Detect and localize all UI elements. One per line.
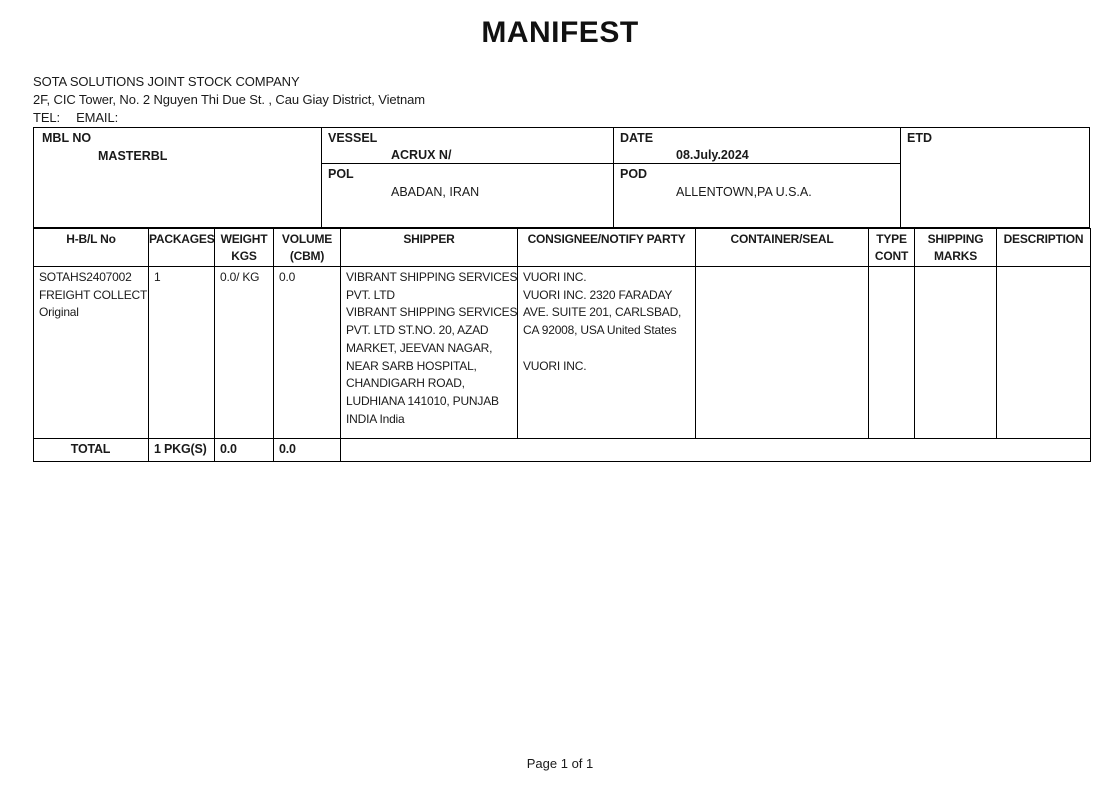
- manifest-table: H-B/L No PACKAGES WEIGHT KGS VOLUME (CBM…: [33, 228, 1091, 462]
- page-number: Page 1 of 1: [526, 756, 594, 771]
- col-header-weight: WEIGHT KGS: [214, 228, 274, 267]
- col-header-shipping-marks: SHIPPING MARKS: [914, 228, 997, 267]
- cell-hbl: SOTAHS2407002 FREIGHT COLLECT Original: [33, 266, 149, 439]
- company-block: SOTA SOLUTIONS JOINT STOCK COMPANY 2F, C…: [33, 73, 425, 127]
- date-label: DATE: [620, 131, 654, 145]
- vessel-label: VESSEL: [328, 131, 378, 145]
- col-header-consignee: CONSIGNEE/NOTIFY PARTY: [517, 228, 696, 267]
- divider-vessel-date: [613, 128, 614, 227]
- pod-label: POD: [620, 167, 648, 181]
- divider-vessel-pol: [321, 163, 900, 164]
- etd-label: ETD: [907, 131, 932, 145]
- vessel-value: ACRUX N/: [391, 148, 452, 162]
- cell-shipper: VIBRANT SHIPPING SERVICES PVT. LTD VIBRA…: [340, 266, 518, 439]
- mbl-value: MASTERBL: [98, 149, 168, 163]
- total-empty: [340, 438, 1091, 462]
- total-weight: 0.0: [214, 438, 274, 462]
- cell-type-cont: [868, 266, 915, 439]
- divider-date-etd: [900, 128, 901, 227]
- cell-volume: 0.0: [273, 266, 341, 439]
- table-header-row: H-B/L No PACKAGES WEIGHT KGS VOLUME (CBM…: [33, 228, 1091, 267]
- col-header-container-seal: CONTAINER/SEAL: [695, 228, 869, 267]
- table-row: SOTAHS2407002 FREIGHT COLLECT Original 1…: [33, 266, 1091, 439]
- pol-label: POL: [328, 167, 354, 181]
- col-header-packages: PACKAGES: [148, 228, 215, 267]
- pod-value: ALLENTOWN,PA U.S.A.: [676, 185, 812, 199]
- divider-mbl-vessel: [321, 128, 322, 227]
- col-header-hbl: H-B/L No: [33, 228, 149, 267]
- col-header-type-cont: TYPE CONT: [868, 228, 915, 267]
- col-header-description: DESCRIPTION: [996, 228, 1091, 267]
- shipment-header-box: MBL NO MASTERBL VESSEL ACRUX N/ DATE 08.…: [33, 127, 1090, 228]
- cell-shipping-marks: [914, 266, 997, 439]
- company-address: 2F, CIC Tower, No. 2 Nguyen Thi Due St. …: [33, 92, 426, 107]
- pol-value: ABADAN, IRAN: [391, 185, 480, 199]
- total-packages: 1 PKG(S): [148, 438, 215, 462]
- total-volume: 0.0: [273, 438, 341, 462]
- company-contact: TEL: EMAIL:: [33, 109, 425, 127]
- date-value: 08.July.2024: [676, 148, 749, 162]
- mbl-label: MBL NO: [42, 131, 92, 145]
- cell-description: [996, 266, 1091, 439]
- cell-container-seal: [695, 266, 869, 439]
- cell-weight: 0.0/ KG: [214, 266, 274, 439]
- tel-label: TEL:: [33, 110, 61, 125]
- cell-consignee: VUORI INC. VUORI INC. 2320 FARADAY AVE. …: [517, 266, 696, 439]
- col-header-volume: VOLUME (CBM): [273, 228, 341, 267]
- email-label: EMAIL:: [76, 110, 119, 125]
- col-header-shipper: SHIPPER: [340, 228, 518, 267]
- page-title: MANIFEST: [481, 16, 639, 49]
- cell-packages: 1: [148, 266, 215, 439]
- company-name: SOTA SOLUTIONS JOINT STOCK COMPANY: [33, 74, 300, 89]
- total-row: TOTAL 1 PKG(S) 0.0 0.0: [33, 438, 1091, 462]
- total-label: TOTAL: [33, 438, 149, 462]
